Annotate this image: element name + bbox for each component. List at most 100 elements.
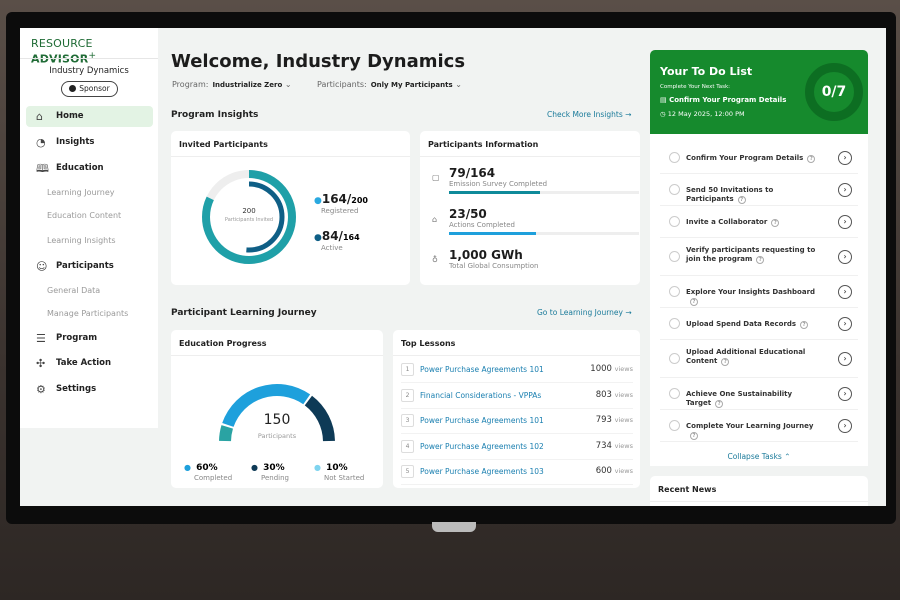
lesson-rank: 2 (401, 388, 414, 402)
top-lessons-card: Top Lessons 1 Power Purchase Agreements … (393, 330, 640, 488)
sidebar-item-program[interactable]: ☰ Program (26, 328, 153, 349)
go-to-learning-journey-link[interactable]: Go to Learning Journey → (537, 308, 632, 317)
views-unit: views (614, 365, 633, 373)
lesson-link[interactable]: Power Purchase Agreements 102 (420, 441, 544, 451)
help-icon[interactable]: ? (690, 432, 698, 440)
chevron-right-icon[interactable]: › (838, 352, 852, 366)
lesson-row[interactable]: 5 Power Purchase Agreements 103 600 view… (401, 459, 633, 485)
gauge-not-started (219, 425, 233, 442)
checkbox[interactable] (669, 420, 680, 431)
todo-item[interactable]: Achieve One Sustainability Target? › (660, 378, 858, 410)
legend-completed: ● 60% Completed (184, 463, 233, 482)
lesson-views: 1000 (590, 364, 612, 374)
lesson-link[interactable]: Power Purchase Agreements 103 (420, 467, 544, 476)
sidebar-item-home[interactable]: ⌂ Home (26, 106, 153, 127)
lesson-rank: 4 (401, 439, 414, 453)
sidebar-sub-manage-participants[interactable]: Manage Participants (47, 309, 129, 318)
chevron-right-icon[interactable]: › (838, 317, 852, 331)
help-icon[interactable]: ? (715, 400, 724, 408)
sidebar-sub-education-content[interactable]: Education Content (47, 211, 122, 220)
logo[interactable]: RESOURCE ADVISOR+ (31, 37, 97, 66)
card-title: Invited Participants (171, 131, 410, 157)
chevron-right-icon[interactable]: › (838, 285, 852, 299)
checkbox[interactable] (669, 318, 680, 329)
checkbox[interactable] (669, 216, 680, 227)
help-icon[interactable]: ? (721, 358, 730, 366)
todo-item[interactable]: Send 50 Invitations to Participants? › (660, 174, 858, 206)
divider (20, 58, 158, 59)
chevron-right-icon[interactable]: › (838, 250, 852, 264)
participants-filter[interactable]: Participants: Only My Participants ⌄ (317, 80, 462, 89)
help-icon[interactable]: ? (800, 321, 809, 329)
registered-stat: ●164/200 Registered (314, 192, 368, 215)
lesson-row[interactable]: 2 Financial Considerations - VPPAs 803 v… (401, 383, 633, 409)
todo-item[interactable]: Complete Your Learning Journey? › (660, 410, 858, 442)
sidebar-item-insights[interactable]: ◔ Insights (26, 132, 153, 153)
todo-item[interactable]: Explore Your Insights Dashboard? › (660, 276, 858, 308)
checkbox[interactable] (669, 353, 680, 364)
chevron-down-icon: ⌄ (284, 80, 292, 89)
info-row: 79/164 Emission Survey Completed (449, 166, 639, 194)
progress-fill (449, 191, 541, 194)
lesson-link[interactable]: Power Purchase Agreements 101 (420, 365, 544, 374)
house-icon: ⌂ (432, 215, 438, 224)
sidebar-sub-general-data[interactable]: General Data (47, 286, 101, 295)
lesson-link[interactable]: Power Purchase Agreements 101 (420, 416, 544, 425)
help-icon[interactable]: ? (756, 256, 765, 264)
sidebar-item-settings[interactable]: ⚙ Settings (26, 379, 153, 400)
help-icon[interactable]: ? (690, 298, 698, 306)
lesson-row[interactable]: 3 Power Purchase Agreements 101 793 view… (401, 408, 633, 434)
education-gauge (219, 384, 335, 442)
users-icon: ☺ (36, 260, 48, 273)
todo-item[interactable]: Confirm Your Program Details? › (660, 142, 858, 174)
next-task-link[interactable]: ▤ Confirm Your Program Details (660, 96, 787, 104)
help-icon[interactable]: ? (737, 196, 746, 204)
checkbox[interactable] (669, 251, 680, 262)
lesson-row[interactable]: 4 Power Purchase Agreements 102 734 view… (401, 434, 633, 460)
lesson-row[interactable]: 1 Power Purchase Agreements 101 1000 vie… (401, 357, 633, 383)
sidebar-sub-learning-insights[interactable]: Learning Insights (47, 236, 116, 245)
collapse-tasks-button[interactable]: Collapse Tasks ⌃ (727, 452, 791, 461)
card-title: Education Progress (171, 330, 383, 356)
help-icon[interactable]: ? (807, 155, 816, 163)
help-icon[interactable]: ? (771, 219, 780, 227)
legend-dot: ● (314, 233, 322, 243)
sidebar-item-participants[interactable]: ☺ Participants (26, 256, 153, 277)
sidebar-item-education[interactable]: 🕮 Education (26, 158, 153, 179)
progress-fill (449, 232, 537, 235)
next-task-label: Complete Your Next Task: (660, 84, 731, 90)
checkbox[interactable] (669, 184, 680, 195)
gauge-pending (304, 395, 335, 442)
donut-center-value: 200 (242, 207, 256, 215)
todo-item[interactable]: Upload Spend Data Records? › (660, 308, 858, 340)
chevron-right-icon[interactable]: › (838, 419, 852, 433)
card-title: Participants Information (420, 131, 640, 157)
progress-bar (449, 191, 639, 194)
todo-item[interactable]: Upload Additional Educational Content? › (660, 340, 858, 378)
card-title: Recent News (650, 476, 868, 502)
sidebar-sub-learning-journey[interactable]: Learning Journey (47, 188, 115, 197)
lesson-views: 793 (595, 415, 612, 425)
check-more-insights-link[interactable]: Check More Insights → (547, 110, 632, 119)
chevron-right-icon[interactable]: › (838, 387, 852, 401)
checkbox[interactable] (669, 286, 680, 297)
todo-item[interactable]: Invite a Collaborator? › (660, 206, 858, 238)
chevron-right-icon[interactable]: › (838, 151, 852, 165)
checkbox[interactable] (669, 152, 680, 163)
chevron-up-icon: ⌃ (784, 452, 791, 461)
gauge-completed (222, 384, 311, 427)
program-filter[interactable]: Program: Industrialize Zero ⌄ (172, 80, 292, 89)
sidebar: RESOURCE ADVISOR+ Industry Dynamics Spon… (20, 28, 158, 428)
checkbox[interactable] (669, 388, 680, 399)
chevron-right-icon[interactable]: › (838, 183, 852, 197)
legend-dot: ● (314, 196, 322, 206)
sidebar-item-take-action[interactable]: ✣ Take Action (26, 353, 153, 374)
lesson-link[interactable]: Financial Considerations - VPPAs (420, 390, 542, 400)
clipboard-icon: ▢ (432, 173, 440, 182)
todo-item[interactable]: Verify participants requesting to join t… (660, 238, 858, 276)
chevron-down-icon: ⌄ (455, 80, 462, 89)
donut-center-label: Participants Invited (224, 217, 274, 223)
chevron-right-icon[interactable]: › (838, 215, 852, 229)
todo-title: Your To Do List (660, 65, 753, 78)
education-progress-card: Education Progress 150 Participants ● 60… (171, 330, 383, 488)
